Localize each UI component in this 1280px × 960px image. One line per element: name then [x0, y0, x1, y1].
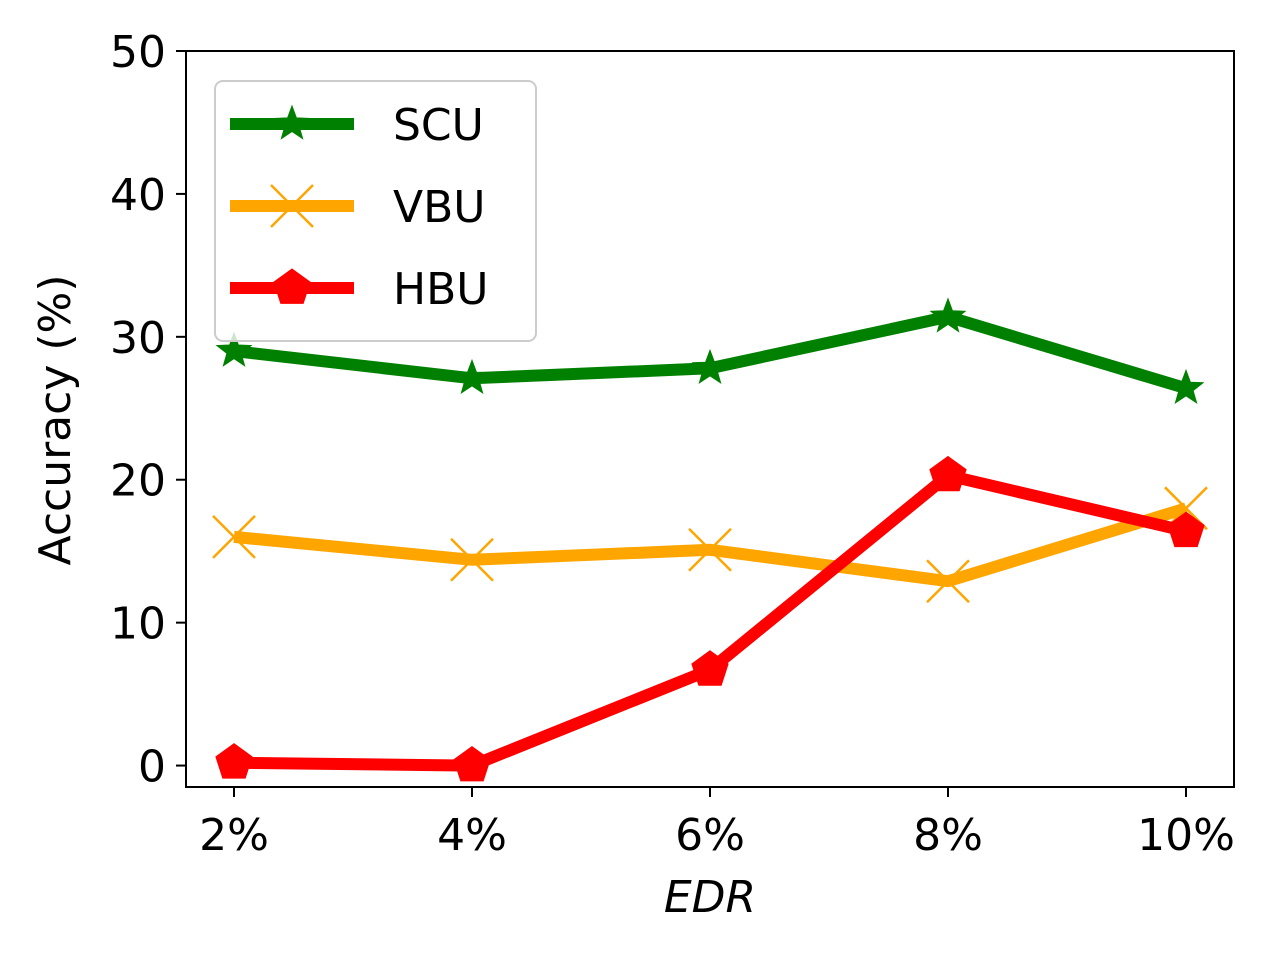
x-tick-label-4: 10%: [1137, 810, 1235, 861]
data-point-vbu-3-stroke-b: [926, 559, 970, 604]
series-line-vbu: [233, 502, 1188, 588]
series-layer: [212, 297, 1208, 782]
data-point-hbu-2: [691, 650, 729, 686]
legend-marker-vbu: [270, 184, 314, 228]
data-point-hbu-1: [453, 745, 491, 782]
x-tick-label-2: 6%: [675, 810, 745, 861]
data-point-hbu-0: [215, 743, 253, 779]
ticks-layer: 0 10 20 30 40 50 2% 4% 6% 8% 10%: [110, 27, 1235, 861]
x-tick-label-1: 4%: [437, 810, 507, 861]
data-point-scu-2: [691, 348, 729, 384]
y-tick-label-20: 20: [110, 456, 166, 507]
legend: SCU VBU HBU: [214, 80, 537, 342]
data-point-vbu-0: [212, 515, 256, 559]
data-point-vbu-2: [688, 527, 732, 572]
legend-marker-scu: [273, 104, 311, 140]
x-axis-title: EDR: [664, 872, 756, 923]
data-point-scu-1: [453, 358, 491, 394]
x-tick-label-0: 2%: [199, 810, 269, 861]
legend-marker-hbu: [273, 268, 311, 304]
y-tick-label-50: 50: [110, 27, 166, 78]
data-point-scu-4: [1167, 368, 1205, 404]
data-point-hbu-4: [1167, 511, 1205, 548]
data-point-vbu-0-stroke-b: [212, 515, 256, 559]
data-point-scu-0: [215, 331, 253, 367]
series-scu: [215, 297, 1205, 404]
series-vbu: [212, 486, 1208, 604]
plot-area-frame: [185, 50, 1235, 788]
data-point-scu-3: [929, 297, 967, 333]
data-point-vbu-2-stroke-b: [688, 527, 732, 572]
series-hbu: [215, 455, 1205, 782]
series-line-hbu: [233, 469, 1188, 772]
y-axis-title: Accuracy (%): [30, 274, 81, 565]
legend-label-vbu: VBU: [393, 182, 486, 233]
legend-label-hbu: HBU: [393, 264, 488, 315]
x-tick-label-3: 8%: [913, 810, 983, 861]
data-point-vbu-1: [450, 537, 494, 582]
y-tick-label-30: 30: [110, 313, 166, 364]
y-tick-label-0: 0: [138, 742, 166, 793]
data-point-vbu-1-stroke-b: [450, 537, 494, 582]
data-point-hbu-3: [929, 455, 967, 492]
legend-marker-vbu-stroke-b: [270, 184, 314, 228]
legend-label-scu: SCU: [393, 100, 484, 151]
data-point-vbu-3: [926, 559, 970, 604]
y-tick-label-40: 40: [110, 170, 166, 221]
y-tick-label-10: 10: [110, 599, 166, 650]
